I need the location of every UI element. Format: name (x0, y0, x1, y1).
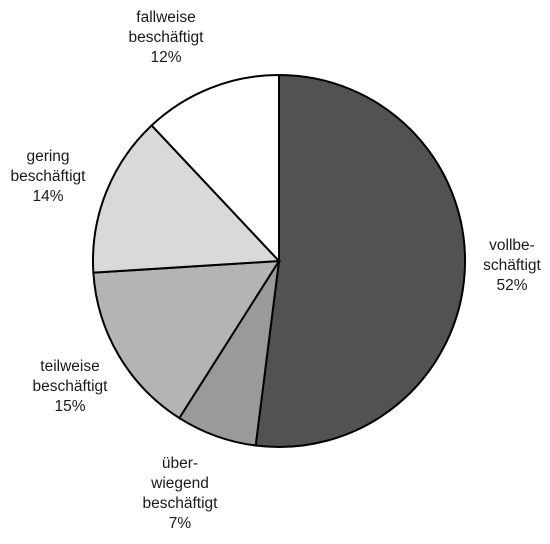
pie-slices (92, 73, 467, 448)
slice-label-line: 15% (54, 398, 85, 415)
slice-label-line: beschäftigt (11, 168, 87, 185)
slice-label: teilweise beschäftigt 15% (33, 358, 109, 415)
slice-label: gering beschäftigt 14% (11, 148, 87, 205)
slice-label-line: über- (162, 455, 198, 472)
slice-label-line: 14% (32, 188, 63, 205)
slice-label: vollbe-schäftigt 52% (483, 237, 541, 294)
pie-labels: vollbe-schäftigt 52% über-wiegend beschäfti… (11, 9, 542, 532)
pie-slice (92, 123, 282, 274)
slice-label-line: beschäftigt (143, 495, 219, 512)
slice-label-line: teilweise (40, 358, 99, 375)
slice-label-line: 7% (169, 515, 192, 532)
slice-label-line: fallweise (136, 9, 195, 26)
slice-label: fallweise beschäftigt 12% (129, 9, 205, 66)
slice-label-line: 52% (496, 277, 527, 294)
slice-label-line: 12% (150, 49, 181, 66)
pie-slice (150, 73, 280, 264)
pie-slice (254, 73, 467, 448)
slice-label-line: beschäftigt (129, 29, 205, 46)
slice-label-line: schäftigt (483, 257, 541, 274)
slice-label-line: beschäftigt (33, 378, 109, 395)
slice-label-line: vollbe- (489, 237, 535, 254)
slice-label-line: gering (26, 148, 69, 165)
slice-label: über-wiegend beschäftigt 7% (143, 455, 219, 532)
slice-label-line: wiegend (150, 475, 209, 492)
pie-slice (92, 259, 281, 420)
